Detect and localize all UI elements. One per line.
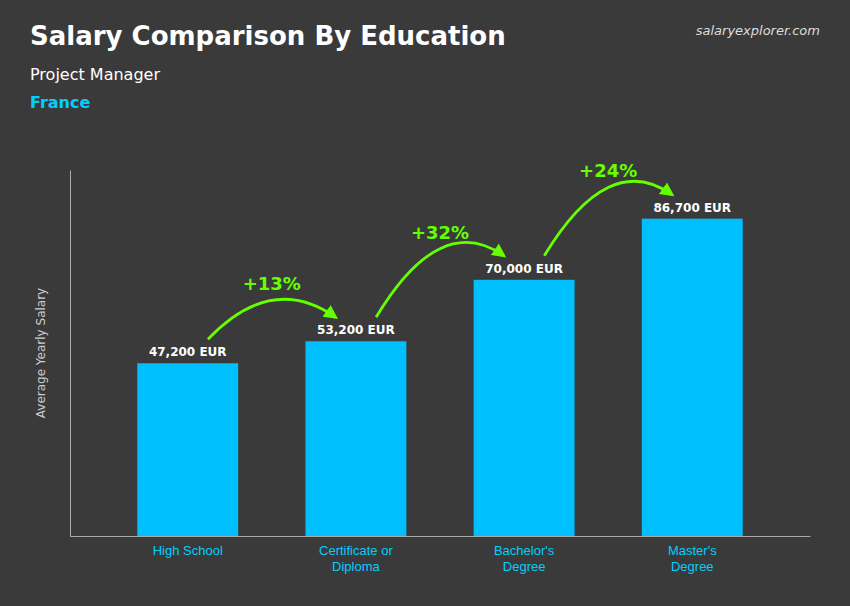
- x-tick: Certificate orDiploma: [319, 536, 393, 574]
- value-label: 47,200 EUR: [149, 345, 227, 359]
- pct-arrow: [376, 242, 504, 317]
- bar: [305, 341, 406, 536]
- bar: [642, 219, 743, 536]
- x-tick-label: High School: [153, 543, 223, 558]
- x-tick: High School: [153, 536, 223, 558]
- title: Salary Comparison By Education: [30, 21, 506, 51]
- x-tick: Master'sDegree: [668, 536, 717, 574]
- credit: salaryexplorer.com: [696, 23, 820, 38]
- plot: High School Certificate orDiploma Bachelor…: [71, 160, 811, 573]
- y-axis: [70, 171, 71, 537]
- y-axis-line: [70, 171, 71, 537]
- bar: [474, 280, 575, 536]
- x-tick-label: Bachelor'sDegree: [494, 543, 555, 574]
- x-axis-line: [71, 536, 811, 537]
- country: France: [30, 93, 90, 112]
- annotations: +13% +32% +24%: [208, 160, 672, 339]
- value-label: 70,000 EUR: [485, 262, 563, 276]
- value-label: 86,700 EUR: [653, 201, 731, 215]
- pct-label: +24%: [579, 160, 637, 181]
- bar: [137, 363, 238, 536]
- pct-label: +32%: [411, 222, 469, 243]
- y-axis-label: Average Yearly Salary: [34, 288, 48, 418]
- pct-label: +13%: [243, 273, 301, 294]
- chart: Salary Comparison By Education Project Ma…: [0, 0, 850, 606]
- subtitle: Project Manager: [30, 65, 160, 84]
- pct-arrow: [208, 299, 336, 339]
- bars: [137, 219, 742, 536]
- x-axis: High School Certificate orDiploma Bachelor…: [71, 536, 811, 574]
- pct-arrow: [544, 181, 672, 256]
- x-tick-label: Master'sDegree: [668, 543, 717, 574]
- value-labels: 47,200 EUR 53,200 EUR 70,000 EUR 86,700 EUR: [149, 201, 731, 360]
- x-tick: Bachelor'sDegree: [494, 536, 555, 574]
- x-tick-label: Certificate orDiploma: [319, 543, 393, 574]
- value-label: 53,200 EUR: [317, 323, 395, 337]
